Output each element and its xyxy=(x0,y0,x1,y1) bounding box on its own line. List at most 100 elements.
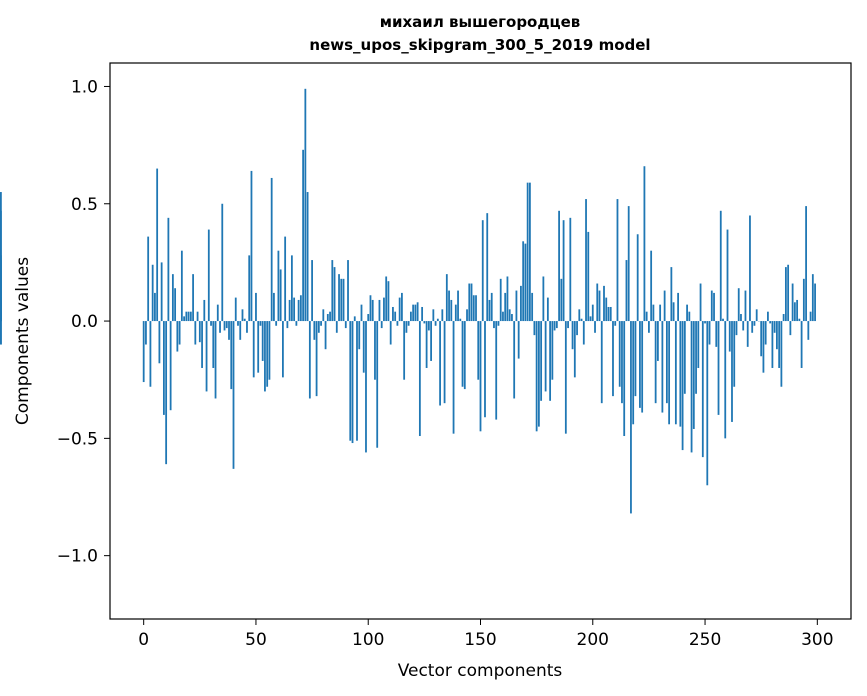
chart-subtitle: news_upos_skipgram_300_5_2019 model xyxy=(309,36,650,54)
bar xyxy=(623,321,626,437)
bar xyxy=(800,321,803,368)
bar xyxy=(751,321,754,333)
bar xyxy=(789,321,792,336)
bar xyxy=(243,318,246,322)
bar xyxy=(567,321,569,329)
bar xyxy=(596,283,599,322)
bar xyxy=(656,321,659,361)
bar xyxy=(546,297,549,322)
bar xyxy=(704,321,706,324)
bar xyxy=(466,309,468,322)
bar xyxy=(740,314,742,322)
bar xyxy=(264,321,266,392)
bar xyxy=(268,321,271,380)
bar xyxy=(160,262,163,322)
bar xyxy=(174,288,177,322)
bar xyxy=(331,260,334,322)
bar xyxy=(791,283,794,322)
bar xyxy=(225,321,228,329)
bar xyxy=(544,321,547,392)
bar xyxy=(154,292,156,322)
bar xyxy=(551,321,554,380)
bar xyxy=(284,236,287,322)
bar xyxy=(672,302,675,322)
bar xyxy=(275,321,278,326)
bar xyxy=(401,292,403,322)
bar xyxy=(744,290,747,322)
bar xyxy=(648,321,650,333)
bar xyxy=(342,278,345,322)
bar xyxy=(605,297,608,322)
bar xyxy=(755,309,758,322)
y-tick-label: 0.5 xyxy=(71,195,98,215)
bar xyxy=(216,304,219,322)
bar xyxy=(414,304,417,322)
bar xyxy=(542,276,545,322)
x-tick-label: 250 xyxy=(689,630,721,650)
bar xyxy=(322,309,325,322)
bar xyxy=(520,285,522,322)
bar xyxy=(692,321,695,429)
bar xyxy=(562,220,565,322)
bar xyxy=(625,260,628,322)
bar xyxy=(735,321,738,336)
bar xyxy=(598,290,601,322)
bar xyxy=(778,321,781,368)
y-tick-label: −0.5 xyxy=(57,429,98,449)
bar xyxy=(802,278,805,322)
bar xyxy=(306,192,309,322)
bar xyxy=(335,321,338,333)
bar xyxy=(270,177,273,322)
x-tick-label: 150 xyxy=(464,630,496,650)
bar xyxy=(502,311,504,322)
bar xyxy=(176,321,179,352)
bar xyxy=(479,321,482,432)
bar xyxy=(371,299,374,322)
bar xyxy=(142,321,145,383)
bar xyxy=(558,210,560,322)
bar xyxy=(282,321,284,378)
bar xyxy=(760,321,763,357)
bar xyxy=(387,281,390,322)
bar xyxy=(627,206,630,322)
bar xyxy=(481,220,484,322)
bar xyxy=(537,321,540,427)
bar xyxy=(652,304,655,322)
bar xyxy=(643,166,646,322)
bar xyxy=(488,299,491,322)
bar xyxy=(362,321,365,373)
bar xyxy=(724,321,727,439)
bar xyxy=(708,321,711,345)
bar xyxy=(369,295,372,322)
bar xyxy=(753,321,756,326)
bar xyxy=(807,321,810,340)
bar xyxy=(237,321,239,326)
bar-group xyxy=(0,88,816,514)
bar xyxy=(214,321,217,399)
bar xyxy=(569,217,572,322)
bar xyxy=(776,321,778,350)
bar xyxy=(427,321,430,331)
bar xyxy=(459,318,462,322)
bar xyxy=(764,321,767,345)
bar xyxy=(252,321,255,378)
bar xyxy=(452,321,455,434)
bar xyxy=(529,182,531,322)
bar xyxy=(616,199,619,322)
bar xyxy=(203,299,206,322)
bar xyxy=(432,309,435,322)
bar xyxy=(189,311,192,322)
bar xyxy=(277,250,280,322)
x-tick-label: 0 xyxy=(138,630,149,650)
bar xyxy=(180,250,183,322)
bar xyxy=(279,269,282,322)
bar xyxy=(524,243,527,322)
bar xyxy=(710,290,713,322)
x-axis: 0 50 100 150 200 250 300 xyxy=(138,619,834,650)
bar xyxy=(183,316,185,322)
bar xyxy=(398,297,401,322)
bar xyxy=(713,292,715,322)
bar xyxy=(405,321,408,333)
bar xyxy=(517,321,520,359)
